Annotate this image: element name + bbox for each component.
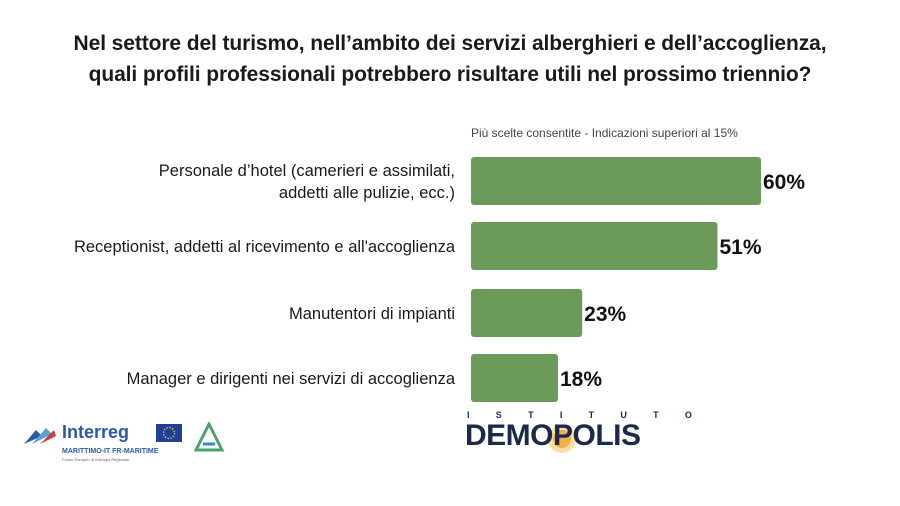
- istituto-letter: O: [684, 410, 692, 420]
- interreg-program-label: MARITTIMO-IT FR-MARITIME: [62, 448, 159, 455]
- bar: [471, 289, 583, 337]
- value-label: 18%: [560, 368, 602, 391]
- demopolis-sun-icon: [548, 425, 576, 453]
- chart-note: Più scelte consentite - Indicazioni supe…: [471, 126, 738, 140]
- bar: [471, 354, 558, 402]
- chart-title: Nel settore del turismo, nell’ambito dei…: [0, 28, 900, 90]
- istituto-letter: S: [495, 410, 502, 420]
- value-label: 51%: [720, 236, 762, 259]
- category-label: Manager e dirigenti nei servizi di accog…: [127, 370, 456, 388]
- istituto-letter: I: [559, 410, 563, 420]
- title-line-1: Nel settore del turismo, nell’ambito dei…: [73, 32, 827, 55]
- interreg-fund-label: Fondo Europeo di Sviluppo Regionale: [62, 457, 130, 462]
- category-label: Manutentori di impianti: [289, 305, 455, 323]
- istituto-letter: T: [653, 410, 659, 420]
- acrion-logo-icon: [194, 422, 224, 452]
- istituto-letter: I: [467, 410, 470, 420]
- demopolis-wordmark: DEMOPOLIS: [465, 419, 641, 452]
- category-label: Personale d’hotel (camerieri e assimilat…: [159, 162, 455, 180]
- category-label: Receptionist, addetti al ricevimento e a…: [74, 238, 456, 256]
- bar: [471, 157, 761, 205]
- title-line-2: quali profili professionali potrebbero r…: [88, 63, 812, 86]
- istituto-letter: U: [620, 410, 627, 420]
- istituto-letter: T: [528, 410, 534, 420]
- interreg-logo: Interreg MARITTIMO-IT FR-MARITIME Fondo …: [22, 420, 232, 462]
- istituto-letter: T: [588, 410, 595, 420]
- value-label: 60%: [763, 171, 805, 194]
- value-label: 23%: [584, 303, 626, 326]
- category-label: addetti alle pulizie, ecc.): [279, 184, 455, 202]
- bar: [471, 222, 718, 270]
- demopolis-logo: I S T I T U T O DEMOPOLIS: [465, 410, 695, 460]
- interreg-wordmark: Interreg: [62, 422, 130, 442]
- interreg-swoosh-icon: [24, 428, 56, 444]
- eu-flag-icon: [156, 424, 182, 442]
